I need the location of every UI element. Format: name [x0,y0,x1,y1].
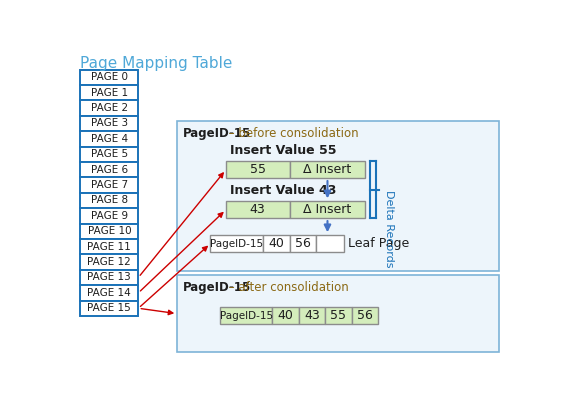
Bar [80,131,139,146]
Text: Page Mapping Table: Page Mapping Table [80,56,233,71]
Text: Δ Insert: Δ Insert [303,163,351,176]
Text: 56: 56 [295,237,311,250]
Bar [263,235,289,252]
Text: PageID-15: PageID-15 [220,311,273,321]
Text: – before consolidation: – before consolidation [225,126,359,140]
Bar [177,121,499,271]
Bar [80,70,139,85]
Text: PAGE 4: PAGE 4 [90,134,128,144]
Text: PAGE 6: PAGE 6 [90,165,128,175]
Bar [80,270,139,285]
Text: 55: 55 [250,163,266,176]
Text: PAGE 14: PAGE 14 [88,288,131,298]
Text: PAGE 1: PAGE 1 [90,88,128,98]
Bar [273,308,299,324]
Bar [80,146,139,162]
Bar [80,224,139,239]
Bar [80,239,139,254]
Text: Delta Records: Delta Records [384,190,394,267]
Text: 43: 43 [304,310,320,322]
Bar [211,235,263,252]
Text: Insert Value 55: Insert Value 55 [230,144,336,157]
Bar [80,116,139,131]
Text: PAGE 13: PAGE 13 [88,272,131,282]
Bar [299,308,325,324]
Text: PAGE 2: PAGE 2 [90,103,128,113]
Text: PAGE 7: PAGE 7 [90,180,128,190]
Bar [177,275,499,352]
Bar [80,162,139,177]
Bar [80,193,139,208]
Text: PAGE 9: PAGE 9 [90,211,128,221]
Text: PageID-15: PageID-15 [183,126,252,140]
Text: PAGE 15: PAGE 15 [88,303,131,313]
Text: PageID-15: PageID-15 [210,238,263,248]
Text: 40: 40 [278,310,293,322]
Bar [316,235,344,252]
Text: PAGE 8: PAGE 8 [90,196,128,206]
Text: 43: 43 [250,203,266,216]
Bar [226,161,289,178]
Text: PageID-15: PageID-15 [183,280,252,294]
Text: Δ Insert: Δ Insert [303,203,351,216]
Bar [220,308,273,324]
Text: PAGE 11: PAGE 11 [88,242,131,252]
Bar [80,208,139,224]
Text: Insert Value 43: Insert Value 43 [230,184,336,197]
Text: PAGE 12: PAGE 12 [88,257,131,267]
Text: 55: 55 [331,310,346,322]
Text: 56: 56 [357,310,372,322]
Text: PAGE 10: PAGE 10 [88,226,131,236]
Bar [80,300,139,316]
Text: PAGE 5: PAGE 5 [90,149,128,159]
Text: PAGE 0: PAGE 0 [91,72,128,82]
Bar [289,161,365,178]
Text: 40: 40 [269,237,284,250]
Bar [351,308,378,324]
Bar [80,85,139,100]
Bar [80,177,139,193]
Bar [80,285,139,300]
Bar [289,235,316,252]
Bar [325,308,351,324]
Bar [80,254,139,270]
Text: PAGE 3: PAGE 3 [90,118,128,128]
Bar [289,201,365,218]
Bar [226,201,289,218]
Bar [80,100,139,116]
Text: – after consolidation: – after consolidation [225,280,349,294]
Text: Leaf Page: Leaf Page [347,237,409,250]
